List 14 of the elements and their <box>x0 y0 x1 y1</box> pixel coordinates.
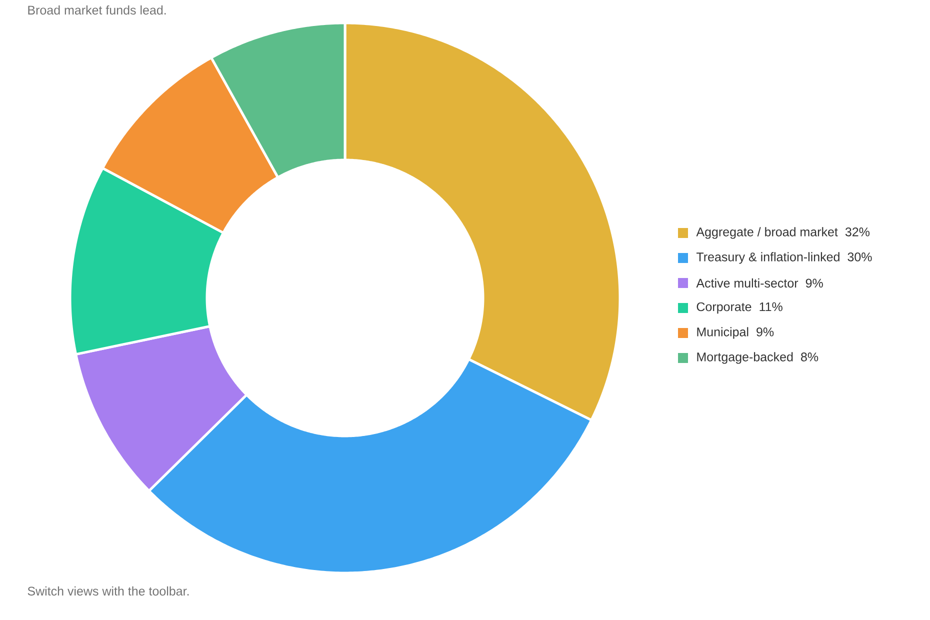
data-label: 32% <box>845 228 870 236</box>
data-label: 9% <box>806 278 823 288</box>
legend-label: Active multi-sector <box>696 278 798 288</box>
chart-subtitle: Broad market funds lead. <box>28 5 166 15</box>
legend-label: Mortgage-backed <box>697 352 793 364</box>
legend-label: Municipal <box>697 327 748 339</box>
legend-label: Treasury & inflation-linked <box>696 252 840 264</box>
legend-label: Aggregate / broad market <box>696 227 838 239</box>
data-label: 8% <box>801 352 818 362</box>
data-label: 11% <box>760 302 782 312</box>
text: Switch views with the toolbar. <box>28 586 189 596</box>
data-label: 9% <box>756 328 774 336</box>
data-label: 30% <box>848 252 872 262</box>
legend-label: Corporate <box>696 302 752 314</box>
